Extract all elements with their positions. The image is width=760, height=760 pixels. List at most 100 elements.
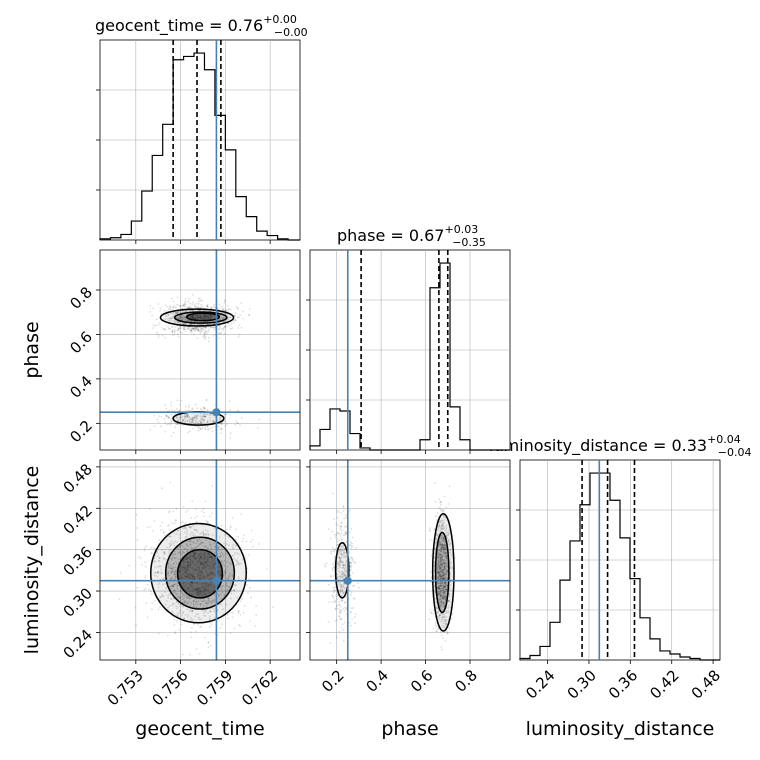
scatter-point-phase-vs-luminosity_distance-0-433 <box>443 567 446 570</box>
scatter-point-geocent_time-vs-luminosity_distance-0-333 <box>186 561 189 563</box>
scatter-point-phase-vs-luminosity_distance-0-506 <box>439 577 442 580</box>
scatter-point-geocent_time-vs-phase-1-256 <box>201 417 204 420</box>
scatter-point-geocent_time-vs-phase-0-117 <box>217 324 220 327</box>
scatter-point-geocent_time-vs-luminosity_distance-0-574 <box>225 583 228 586</box>
scatter-point-phase-vs-luminosity_distance-0-279 <box>447 609 450 612</box>
scatter-point-phase-vs-luminosity_distance-1-45 <box>339 589 342 592</box>
scatter-point-geocent_time-vs-phase-0-620 <box>211 315 214 317</box>
scatter-point-geocent_time-vs-luminosity_distance-0-954 <box>213 610 216 613</box>
scatter-point-geocent_time-vs-phase-1-202 <box>182 419 185 422</box>
scatter-point-phase-vs-luminosity_distance-0-727 <box>444 552 447 555</box>
scatter-point-geocent_time-vs-luminosity_distance-0-397 <box>226 560 229 563</box>
scatter-point-geocent_time-vs-luminosity_distance-0-1355 <box>193 517 196 520</box>
scatter-point-geocent_time-vs-luminosity_distance-0-1050 <box>192 562 195 565</box>
scatter-point-phase-vs-luminosity_distance-1-166 <box>339 563 341 566</box>
scatter-point-geocent_time-vs-luminosity_distance-0-832 <box>167 572 170 575</box>
scatter-point-phase-vs-luminosity_distance-1-25 <box>358 586 360 589</box>
scatter-point-phase-vs-luminosity_distance-0-805 <box>444 585 446 588</box>
scatter-point-phase-vs-luminosity_distance-1-139 <box>342 564 345 567</box>
scatter-point-geocent_time-vs-luminosity_distance-0-1330 <box>223 542 226 545</box>
scatter-point-phase-vs-luminosity_distance-1-62 <box>340 573 343 576</box>
scatter-point-geocent_time-vs-luminosity_distance-0-1159 <box>209 556 211 558</box>
scatter-point-phase-vs-luminosity_distance-0-462 <box>437 586 439 589</box>
scatter-point-phase-vs-luminosity_distance-0-441 <box>441 559 443 562</box>
scatter-point-geocent_time-vs-phase-0-19 <box>239 314 242 316</box>
scatter-point-geocent_time-vs-luminosity_distance-0-1247 <box>189 556 191 559</box>
scatter-point-geocent_time-vs-luminosity_distance-0-1317 <box>170 567 173 569</box>
scatter-point-geocent_time-vs-phase-1-207 <box>184 415 187 418</box>
x-tick-label-phase-3: 0.8 <box>451 666 481 696</box>
scatter-point-geocent_time-vs-luminosity_distance-0-1176 <box>199 575 201 577</box>
scatter-point-geocent_time-vs-phase-0-883 <box>194 316 197 319</box>
scatter-point-geocent_time-vs-luminosity_distance-0-471 <box>251 538 254 541</box>
scatter-point-geocent_time-vs-phase-1-283 <box>186 414 189 416</box>
scatter-point-phase-vs-luminosity_distance-0-757 <box>445 577 448 580</box>
scatter-point-phase-vs-luminosity_distance-1-345 <box>338 559 341 562</box>
scatter-point-geocent_time-vs-luminosity_distance-0-801 <box>224 593 227 596</box>
scatter-point-geocent_time-vs-luminosity_distance-0-715 <box>172 567 174 570</box>
scatter-point-geocent_time-vs-luminosity_distance-0-1376 <box>207 573 209 576</box>
scatter-point-phase-vs-luminosity_distance-0-140 <box>444 570 447 573</box>
scatter-point-phase-vs-luminosity_distance-0-661 <box>439 597 441 600</box>
title-phase: phase = 0.67+0.03 −0.35 <box>337 223 486 249</box>
scatter-point-geocent_time-vs-luminosity_distance-0-365 <box>210 610 212 613</box>
scatter-point-phase-vs-luminosity_distance-0-87 <box>444 547 447 550</box>
scatter-point-phase-vs-luminosity_distance-0-770 <box>440 553 442 555</box>
scatter-point-phase-vs-luminosity_distance-0-800 <box>444 583 447 586</box>
scatter-point-phase-vs-luminosity_distance-0-516 <box>443 567 446 570</box>
scatter-point-geocent_time-vs-luminosity_distance-0-1028 <box>157 632 160 635</box>
hist-bar-luminosity_distance-14 <box>660 651 670 660</box>
scatter-point-geocent_time-vs-luminosity_distance-0-237 <box>190 581 193 583</box>
scatter-point-geocent_time-vs-luminosity_distance-0-304 <box>161 487 163 490</box>
scatter-point-phase-vs-luminosity_distance-1-291 <box>338 557 341 560</box>
scatter-point-geocent_time-vs-luminosity_distance-0-168 <box>183 569 186 572</box>
scatter-point-phase-vs-luminosity_distance-0-42 <box>441 558 443 561</box>
scatter-point-phase-vs-luminosity_distance-0-766 <box>449 562 452 565</box>
scatter-point-geocent_time-vs-phase-0-226 <box>157 324 160 326</box>
scatter-point-geocent_time-vs-luminosity_distance-0-288 <box>238 578 240 581</box>
scatter-point-geocent_time-vs-luminosity_distance-0-311 <box>186 529 188 532</box>
scatter-point-geocent_time-vs-phase-0-599 <box>203 315 206 318</box>
scatter-point-geocent_time-vs-luminosity_distance-0-634 <box>241 598 244 600</box>
scatter-point-geocent_time-vs-luminosity_distance-0-540 <box>181 605 184 607</box>
scatter-point-geocent_time-vs-phase-0-99 <box>161 334 164 337</box>
scatter-point-geocent_time-vs-luminosity_distance-0-389 <box>175 533 178 536</box>
scatter-point-geocent_time-vs-luminosity_distance-0-1058 <box>161 578 164 581</box>
scatter-point-geocent_time-vs-phase-0-451 <box>197 330 200 332</box>
scatter-point-geocent_time-vs-phase-1-225 <box>228 400 231 403</box>
scatter-point-phase-vs-luminosity_distance-0-51 <box>446 531 449 533</box>
scatter-point-geocent_time-vs-luminosity_distance-0-262 <box>204 582 206 585</box>
scatter-point-phase-vs-luminosity_distance-0-738 <box>438 618 440 620</box>
scatter-point-geocent_time-vs-luminosity_distance-0-717 <box>212 599 214 602</box>
scatter-point-geocent_time-vs-phase-0-158 <box>213 306 215 308</box>
scatter-point-phase-vs-luminosity_distance-1-170 <box>340 576 343 578</box>
scatter-point-geocent_time-vs-luminosity_distance-0-639 <box>185 575 188 578</box>
scatter-point-geocent_time-vs-luminosity_distance-0-733 <box>196 593 199 596</box>
scatter-point-geocent_time-vs-luminosity_distance-0-525 <box>193 557 196 560</box>
scatter-point-phase-vs-luminosity_distance-0-827 <box>437 612 439 614</box>
scatter-point-geocent_time-vs-luminosity_distance-0-50 <box>206 564 209 567</box>
scatter-point-geocent_time-vs-luminosity_distance-0-35 <box>198 553 201 556</box>
scatter-point-phase-vs-luminosity_distance-0-418 <box>441 545 444 548</box>
scatter-point-phase-vs-luminosity_distance-0-912 <box>439 560 442 563</box>
scatter-point-geocent_time-vs-phase-0-692 <box>209 314 211 317</box>
scatter-point-phase-vs-luminosity_distance-0-764 <box>450 617 453 620</box>
scatter-point-phase-vs-luminosity_distance-0-346 <box>440 534 443 537</box>
scatter-point-geocent_time-vs-luminosity_distance-0-928 <box>192 525 195 527</box>
hist-bar-geocent_time-8 <box>184 56 194 240</box>
scatter-point-geocent_time-vs-phase-1-130 <box>174 422 177 425</box>
scatter-point-phase-vs-luminosity_distance-0-676 <box>443 584 445 586</box>
scatter-point-phase-vs-luminosity_distance-1-156 <box>338 584 341 586</box>
scatter-point-geocent_time-vs-phase-1-302 <box>200 408 203 411</box>
scatter-point-phase-vs-luminosity_distance-0-94 <box>442 595 445 598</box>
scatter-point-phase-vs-luminosity_distance-0-674 <box>439 574 441 576</box>
scatter-point-geocent_time-vs-phase-1-26 <box>201 427 204 429</box>
scatter-point-geocent_time-vs-luminosity_distance-0-1041 <box>178 576 181 579</box>
scatter-point-geocent_time-vs-luminosity_distance-0-726 <box>183 551 186 554</box>
scatter-point-geocent_time-vs-luminosity_distance-0-867 <box>176 614 179 617</box>
scatter-point-geocent_time-vs-phase-0-580 <box>190 329 193 332</box>
scatter-point-geocent_time-vs-luminosity_distance-0-454 <box>183 565 185 568</box>
scatter-point-geocent_time-vs-phase-0-292 <box>223 309 225 312</box>
scatter-point-geocent_time-vs-luminosity_distance-0-99 <box>177 561 180 564</box>
scatter-point-phase-vs-luminosity_distance-0-454 <box>447 604 450 607</box>
